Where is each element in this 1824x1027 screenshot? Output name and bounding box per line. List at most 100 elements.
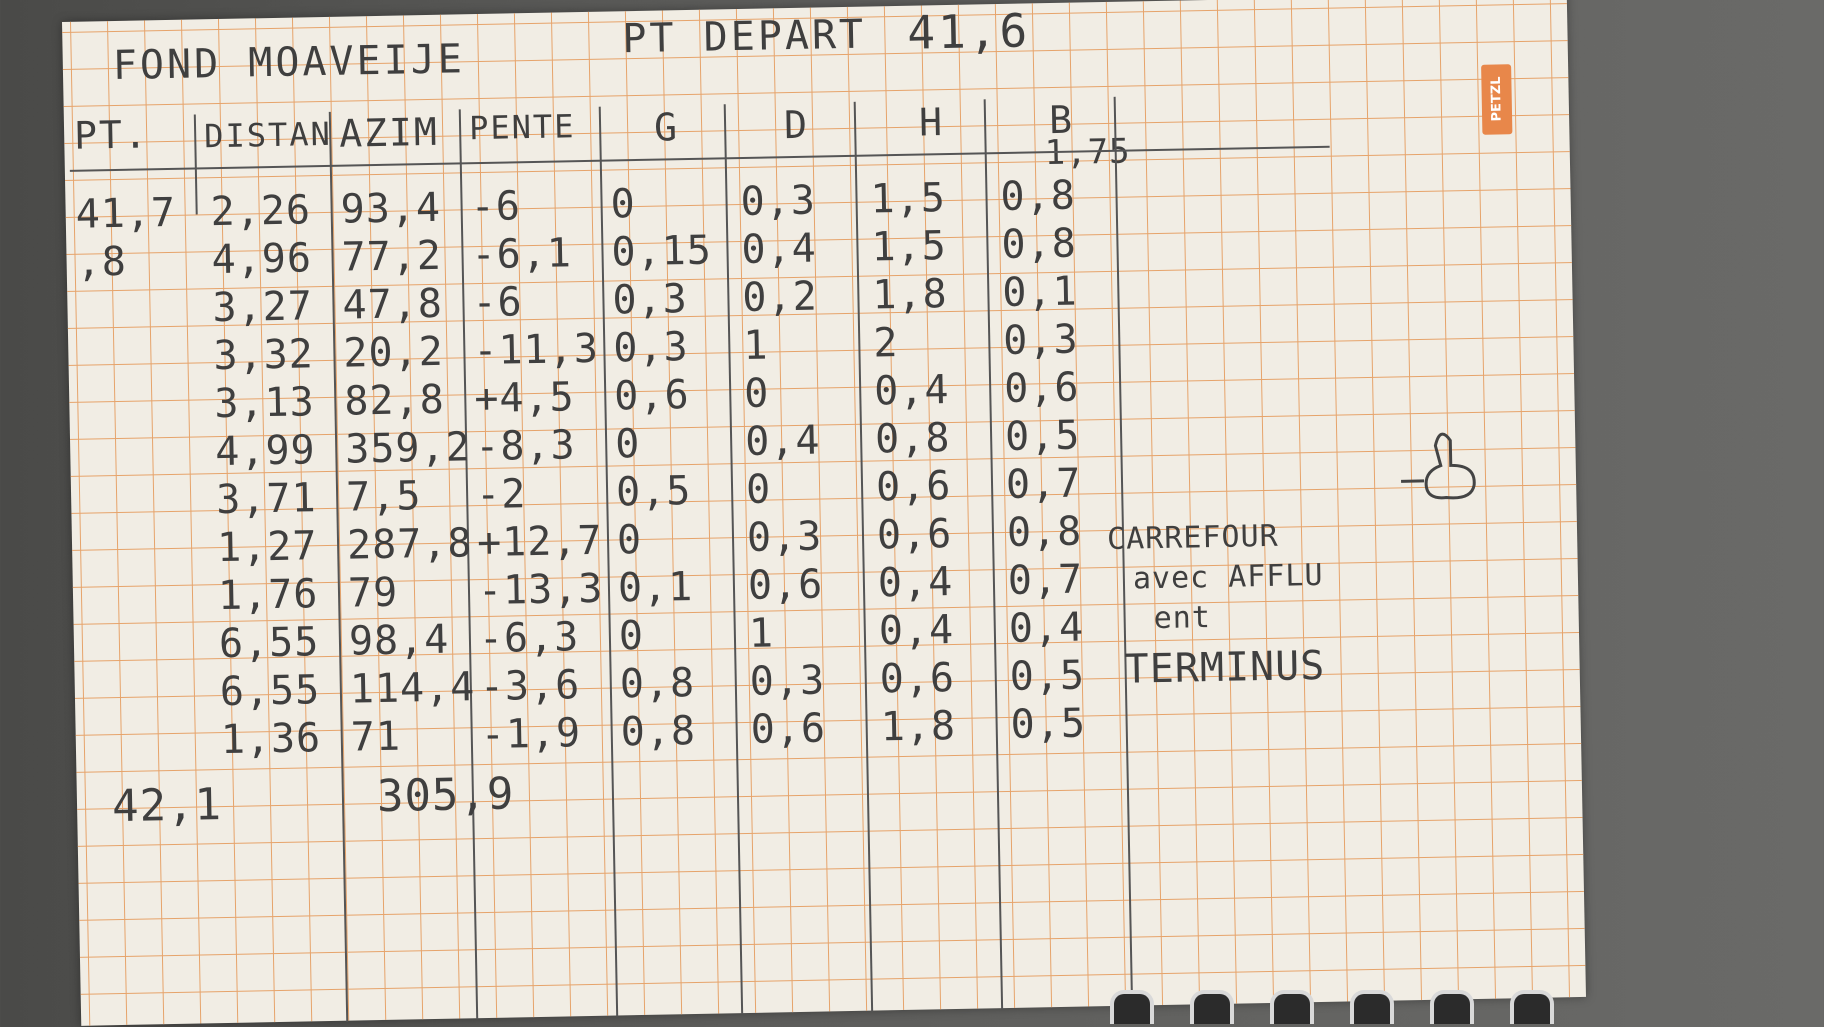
end-point: 42,1 bbox=[111, 779, 223, 833]
spiral-ring bbox=[1190, 990, 1234, 1024]
cell-d: 0,2 bbox=[741, 273, 819, 321]
cell-pente: +12,7 bbox=[476, 517, 603, 567]
notebook-page: FOND MOAVEIJE PT DEPART 41,6 PETZL PT. D… bbox=[62, 0, 1586, 1026]
cell-pt: 41,7 bbox=[75, 189, 177, 238]
cell-azim: 47,8 bbox=[342, 280, 444, 329]
cell-pente: -6,3 bbox=[478, 614, 580, 663]
spiral-ring bbox=[1430, 990, 1474, 1024]
cell-d: 1 bbox=[748, 610, 775, 657]
total-azimuth: 305,9 bbox=[376, 768, 515, 823]
cell-b: 0,5 bbox=[1009, 652, 1086, 700]
cell-azim: 79 bbox=[347, 569, 399, 617]
cell-dist: 3,71 bbox=[215, 475, 317, 524]
spiral-ring bbox=[1350, 990, 1394, 1024]
spiral-ring bbox=[1270, 990, 1314, 1024]
cell-b: 0,4 bbox=[1008, 604, 1085, 652]
cell-dist: 1,27 bbox=[216, 523, 318, 572]
col-divider-g bbox=[723, 104, 744, 1015]
cell-dist: 1,36 bbox=[220, 715, 322, 764]
header-h: H bbox=[918, 100, 945, 145]
cell-dist: 3,27 bbox=[212, 283, 314, 332]
cell-d: 0,3 bbox=[746, 513, 823, 561]
note-terminus: TERMINUS bbox=[1124, 642, 1326, 693]
cell-pente: -8,3 bbox=[474, 422, 576, 471]
cell-g: 0,3 bbox=[612, 324, 690, 372]
spiral-ring bbox=[1510, 990, 1554, 1024]
cell-h: 0,6 bbox=[879, 654, 956, 703]
col-divider-pt bbox=[193, 114, 198, 215]
cell-dist: 6,55 bbox=[218, 619, 320, 668]
cell-dist: 2,26 bbox=[210, 187, 312, 236]
cell-g: 0,1 bbox=[617, 563, 694, 612]
cell-dist: 1,76 bbox=[217, 571, 319, 620]
cell-azim: 359,2 bbox=[344, 424, 472, 473]
header-azimuth: AZIM bbox=[338, 109, 440, 156]
cell-d: 0,3 bbox=[749, 657, 826, 705]
cell-h: 1,5 bbox=[871, 223, 948, 271]
cell-b: 0,5 bbox=[1010, 700, 1087, 748]
cave-name: FOND MOAVEIJE bbox=[112, 36, 466, 90]
cell-d: 1 bbox=[742, 322, 769, 369]
cell-dist: 4,99 bbox=[214, 427, 317, 476]
cell-b: 0,6 bbox=[1003, 364, 1080, 412]
cell-azim: 93,4 bbox=[340, 184, 442, 233]
cell-g: 0,8 bbox=[619, 659, 696, 708]
cell-b: 0,7 bbox=[1007, 556, 1084, 604]
note-carrefour-3: ent bbox=[1153, 600, 1212, 637]
cell-h: 0,6 bbox=[876, 511, 953, 559]
cell-h: 0,4 bbox=[873, 367, 950, 415]
cell-pente: +4,5 bbox=[473, 374, 576, 423]
cell-azim: 98,4 bbox=[348, 616, 450, 665]
cell-azim: 287,8 bbox=[346, 520, 473, 569]
cell-azim: 71 bbox=[350, 713, 402, 761]
cell-pente: -2 bbox=[475, 471, 527, 519]
cell-azim: 20,2 bbox=[342, 328, 445, 377]
sketch-icon bbox=[1401, 432, 1476, 500]
cell-h: 0,4 bbox=[878, 606, 955, 655]
cell-azim: 114,4 bbox=[349, 664, 476, 713]
cell-h: 0,8 bbox=[874, 415, 951, 463]
cell-pente: -1,9 bbox=[480, 710, 582, 759]
cell-d: 0,6 bbox=[747, 561, 824, 609]
col-divider-h bbox=[983, 99, 1004, 1010]
cell-pente: -3,6 bbox=[479, 662, 581, 711]
cell-b: 0,8 bbox=[1000, 172, 1077, 221]
spiral-ring bbox=[1110, 990, 1154, 1024]
header-distance: DISTAN bbox=[203, 114, 333, 156]
cell-g: 0 bbox=[614, 420, 641, 468]
cell-dist: 3,32 bbox=[213, 331, 315, 380]
cell-g: 0,15 bbox=[611, 227, 713, 276]
cell-pente: -13,3 bbox=[477, 565, 604, 615]
cell-g: 0,8 bbox=[620, 707, 697, 756]
cell-azim: 82,8 bbox=[343, 376, 446, 425]
header-g: G bbox=[653, 105, 680, 150]
note-carrefour-2: avec AFFLU bbox=[1132, 557, 1324, 597]
cell-h: 0,6 bbox=[875, 463, 952, 511]
header-pt: PT. bbox=[73, 112, 150, 158]
cell-pente: -6 bbox=[470, 183, 522, 231]
cell-b: 0,7 bbox=[1005, 460, 1082, 508]
cell-h: 1,8 bbox=[871, 271, 949, 319]
cell-pt: ,8 bbox=[76, 238, 128, 286]
cell-azim: 7,5 bbox=[345, 473, 422, 521]
spiral-binding bbox=[0, 990, 1824, 1026]
cell-g: 0,6 bbox=[613, 372, 690, 420]
cell-g: 0 bbox=[610, 181, 637, 228]
cell-dist: 3,13 bbox=[213, 379, 316, 428]
cell-d: 0,4 bbox=[741, 225, 818, 273]
cell-pente: -11,3 bbox=[472, 325, 600, 375]
cell-d: 0,4 bbox=[744, 417, 821, 465]
brand-logo: PETZL bbox=[1481, 64, 1513, 135]
cell-d: 0 bbox=[743, 370, 770, 417]
cell-h: 2 bbox=[872, 320, 899, 367]
cell-d: 0,3 bbox=[740, 177, 817, 226]
cell-d: 0,6 bbox=[750, 705, 827, 753]
header-d: D bbox=[783, 102, 810, 148]
col-divider-d bbox=[853, 101, 874, 1012]
cell-d: 0 bbox=[745, 466, 772, 513]
cell-pente: -6,1 bbox=[471, 230, 573, 279]
cell-b: 0,8 bbox=[1006, 508, 1083, 556]
cell-g: 0 bbox=[616, 516, 643, 564]
cell-b: 0,1 bbox=[1001, 268, 1079, 316]
cell-h: 1,5 bbox=[870, 175, 947, 223]
